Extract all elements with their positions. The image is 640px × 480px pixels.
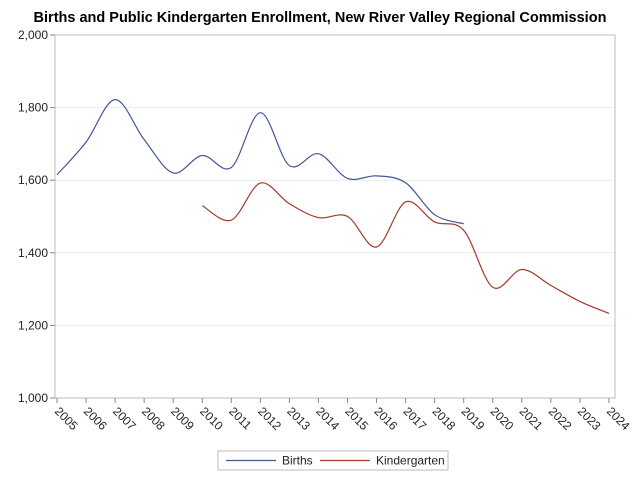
y-tick-label: 1,000	[18, 391, 48, 405]
series-lines	[56, 99, 610, 314]
plot-area-frame	[54, 34, 616, 399]
x-axis: 2005 2006 2007 2008 2009 2010 2011 2012 2013 2014…	[52, 398, 633, 433]
y-tick-label: 1,400	[18, 246, 48, 260]
legend-label-births: Births	[282, 454, 313, 468]
y-tick-label: 1,600	[18, 173, 48, 187]
series-line-kindergarten	[201, 182, 610, 314]
gridlines	[55, 107, 615, 326]
x-tick-label: 2014	[313, 404, 342, 433]
y-axis: 1,000 1,200 1,400 1,600 1,800 2,000	[18, 28, 55, 405]
x-tick-label: 2021	[517, 404, 546, 433]
x-tick-label: 2011	[226, 404, 254, 432]
x-tick-label: 2023	[575, 404, 604, 433]
x-tick-label: 2012	[255, 404, 284, 433]
x-tick-label: 2010	[197, 404, 226, 433]
series-line-births	[56, 99, 464, 225]
y-tick-label: 1,800	[18, 101, 48, 115]
x-tick-label: 2017	[400, 404, 429, 433]
x-tick-label: 2016	[371, 404, 400, 433]
x-tick-label: 2009	[168, 404, 197, 433]
x-tick-label: 2022	[546, 404, 575, 433]
x-tick-label: 2024	[604, 404, 633, 433]
x-tick-label: 2019	[459, 404, 488, 433]
legend: Births Kindergarten	[217, 450, 449, 471]
x-tick-label: 2008	[139, 404, 168, 433]
legend-label-kindergarten: Kindergarten	[376, 454, 445, 468]
y-tick-label: 1,200	[18, 318, 48, 332]
x-tick-label: 2006	[81, 404, 110, 433]
chart-title: Births and Public Kindergarten Enrollmen…	[33, 10, 607, 26]
x-tick-label: 2015	[342, 404, 371, 433]
x-tick-label: 2007	[110, 404, 139, 433]
x-tick-label: 2018	[430, 404, 459, 433]
x-tick-label: 2020	[488, 404, 517, 433]
x-tick-label: 2005	[52, 404, 81, 433]
x-tick-label: 2013	[284, 404, 313, 433]
y-tick-label: 2,000	[18, 28, 48, 42]
